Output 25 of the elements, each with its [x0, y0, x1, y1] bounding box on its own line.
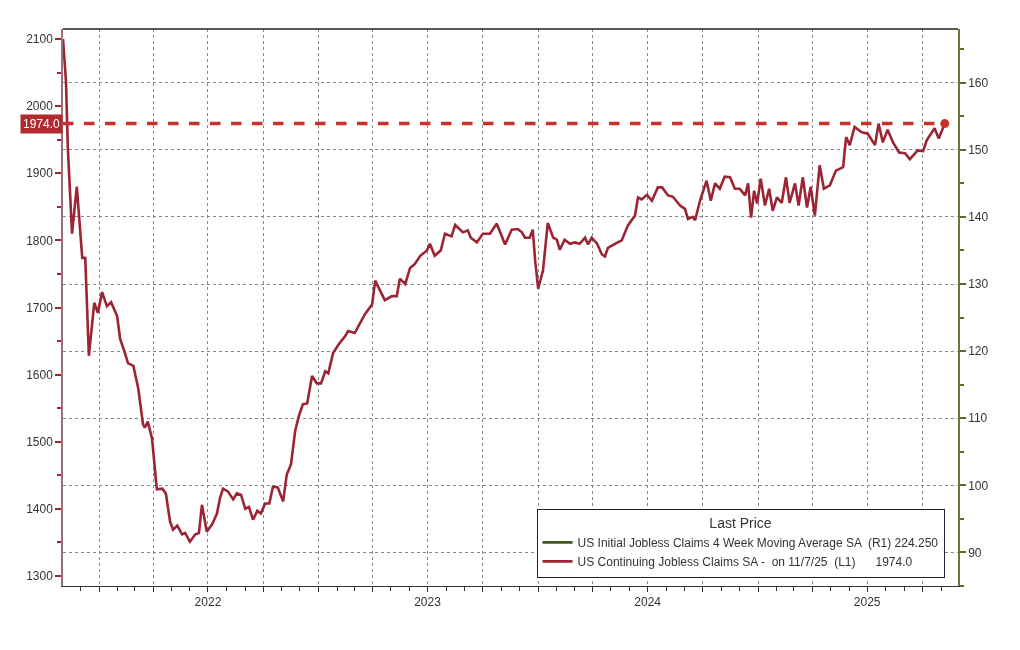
- y-tick-label: 1800: [26, 233, 54, 248]
- y2-tick-label: 90: [968, 545, 982, 560]
- y2-tick-label: 100: [968, 478, 989, 493]
- y-tick-label: 1900: [26, 166, 54, 181]
- y2-tick-label: 120: [968, 344, 989, 359]
- x-tick-label: 2023: [414, 595, 442, 610]
- y-tick-label: 1500: [26, 434, 54, 449]
- y-tick-label: 1300: [26, 569, 54, 584]
- y-tick-label: 1700: [26, 300, 54, 315]
- legend-label: US Initial Jobless Claims 4 Week Moving Average SA (R1) 224.250: [577, 536, 939, 551]
- x-tick-label: 2024: [634, 595, 662, 610]
- y2-tick-label: 130: [968, 277, 989, 292]
- legend-title: Last Price: [709, 514, 772, 531]
- y-tick-label: 1600: [26, 367, 54, 382]
- y2-tick-label: 140: [968, 210, 989, 225]
- legend-label: US Continuing Jobless Claims SA - on 11/7/25 (L1) 1974.0: [577, 555, 913, 570]
- y-tick-label: 1400: [26, 502, 54, 517]
- y2-tick-label: 150: [968, 143, 989, 157]
- y2-tick-label: 160: [968, 75, 989, 90]
- ref-line-label: 1974.0: [23, 117, 61, 131]
- x-tick-label: 2022: [194, 595, 222, 610]
- x-tick-label: 2025: [853, 595, 881, 610]
- y-tick-label: 2000: [26, 99, 54, 114]
- y-tick-label: 2100: [26, 32, 54, 47]
- y2-tick-label: 110: [968, 411, 988, 426]
